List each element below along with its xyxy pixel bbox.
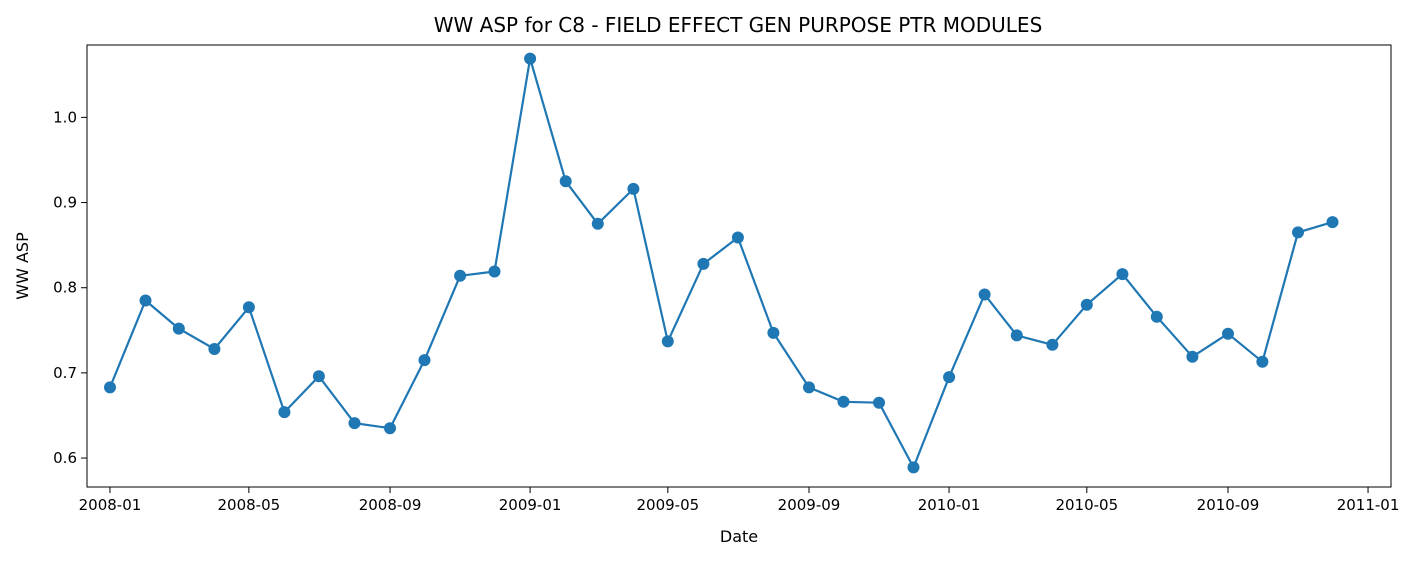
data-point: [242, 301, 255, 314]
x-tick-label: 2009-09: [778, 496, 841, 514]
y-tick-label: 0.9: [53, 194, 77, 212]
data-point: [767, 326, 780, 339]
y-tick-label: 0.6: [53, 449, 77, 467]
data-point: [1292, 226, 1304, 239]
data-point: [1046, 338, 1059, 351]
y-tick-label: 0.8: [53, 279, 77, 297]
data-point: [907, 461, 920, 474]
data-point: [1326, 216, 1339, 229]
data-point: [837, 395, 850, 408]
data-point: [104, 381, 116, 394]
data-point: [661, 335, 674, 348]
data-point: [803, 381, 815, 394]
data-point: [1186, 350, 1199, 363]
data-point: [488, 265, 501, 278]
x-axis-ticks: 2008-01 2008-05 2008-09 2009-01 2009-05 2009-…: [79, 487, 1400, 514]
data-point: [139, 294, 152, 307]
x-tick-label: 2010-05: [1055, 496, 1118, 514]
chart-title: WW ASP for C8 - FIELD EFFECT GEN PURPOSE…: [434, 13, 1043, 37]
x-axis-label: Date: [720, 527, 758, 546]
data-point: [312, 370, 325, 383]
data-point: [524, 52, 537, 65]
data-point: [1222, 327, 1234, 340]
x-tick-label: 2008-01: [79, 496, 142, 514]
data-point: [978, 288, 991, 301]
x-tick-label: 2008-05: [218, 496, 281, 514]
plot-frame: [86, 44, 1392, 488]
data-point: [627, 182, 640, 195]
data-points: [104, 52, 1339, 474]
data-point: [697, 257, 710, 270]
data-point: [1256, 355, 1269, 368]
data-point: [591, 217, 604, 230]
x-tick-label: 2008-09: [359, 496, 422, 514]
data-point: [1010, 329, 1023, 342]
data-point: [278, 406, 291, 419]
y-axis-ticks: 0.6 0.7 0.8 0.9 1.0: [53, 108, 87, 467]
data-point: [454, 269, 467, 282]
data-point: [208, 343, 221, 355]
x-tick-label: 2009-05: [636, 496, 699, 514]
data-point: [348, 417, 361, 430]
x-tick-label: 2009-01: [499, 496, 562, 514]
data-point: [1116, 268, 1129, 281]
data-point: [943, 371, 956, 384]
data-point: [1080, 298, 1093, 311]
x-tick-label: 2010-09: [1197, 496, 1260, 514]
x-tick-label: 2010-01: [918, 496, 981, 514]
data-point: [384, 422, 396, 435]
data-point: [731, 231, 744, 244]
y-tick-label: 0.7: [53, 364, 77, 382]
data-point: [873, 396, 885, 409]
data-point: [418, 354, 431, 367]
data-point: [559, 175, 572, 188]
x-tick-label: 2011-01: [1337, 496, 1400, 514]
series-line: [108, 57, 1333, 469]
data-point: [172, 322, 185, 335]
data-point: [1150, 310, 1163, 323]
y-tick-label: 1.0: [53, 108, 77, 126]
y-axis-label: WW ASP: [13, 232, 32, 300]
